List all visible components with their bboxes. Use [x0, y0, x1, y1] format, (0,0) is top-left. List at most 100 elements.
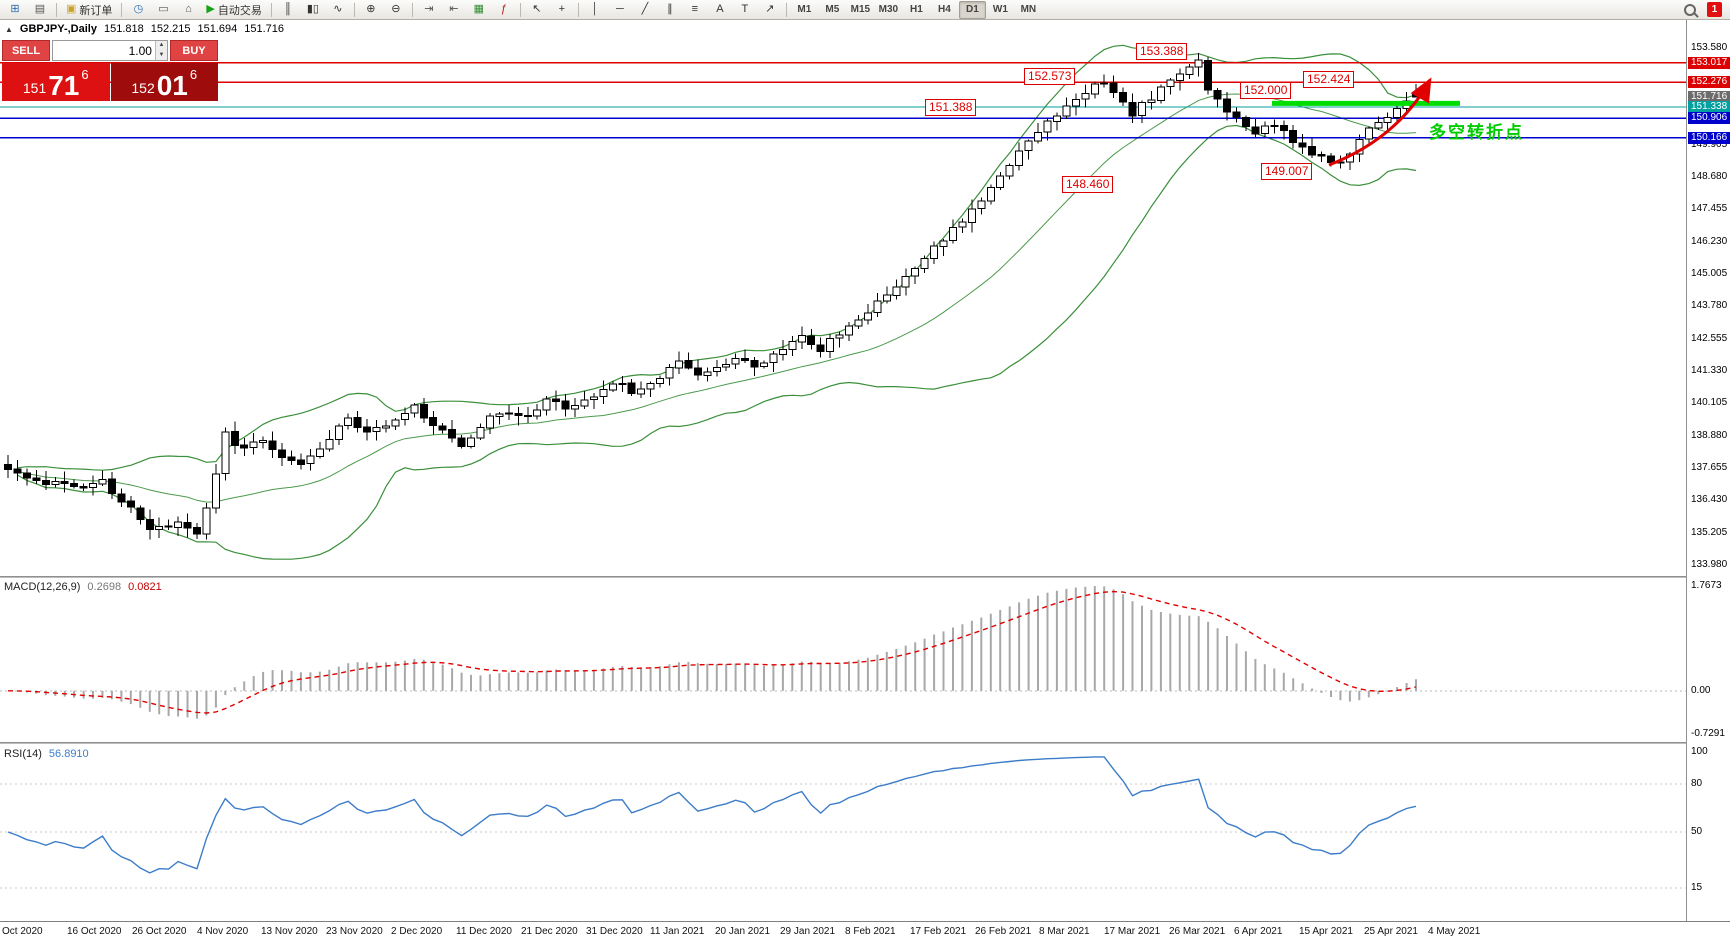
new-order-button-label: 新订单 [79, 4, 113, 17]
buy-price-point: 6 [189, 67, 198, 82]
toolbar-separator [519, 2, 521, 17]
timeframe-m30-button[interactable]: M30 [878, 4, 899, 15]
notification-badge[interactable]: 1 [1707, 2, 1722, 17]
zoom-out-icon: ⊖ [391, 3, 401, 15]
chart-area[interactable]: ▲ GBPJPY-,Daily 151.818 152.215 151.694 … [0, 20, 1686, 576]
sell-price-base: 151 [22, 80, 47, 96]
buy-price[interactable]: 152 01 6 [110, 63, 218, 102]
price-scale-label: 140.105 [1691, 397, 1728, 408]
data-window-icon: ▭ [158, 3, 169, 15]
chart-profiles-button[interactable]: ▤ [28, 1, 52, 19]
symbol-name: GBPJPY-,Daily [19, 23, 97, 35]
timeframe-m15-button[interactable]: M15 [850, 4, 871, 15]
grid-button[interactable]: ▦ [467, 1, 491, 19]
bar-chart-icon: ║ [283, 3, 292, 15]
price-scale-label: 143.780 [1691, 300, 1728, 311]
price-annotation: 151.388 [925, 99, 977, 116]
vertical-line-icon: │ [591, 3, 599, 15]
new-order-button[interactable]: ▣ 新订单 [61, 1, 117, 19]
horizontal-line-button[interactable]: ─ [608, 1, 632, 19]
volume-up-icon[interactable]: ▲ [155, 41, 167, 51]
volume-down-icon[interactable]: ▼ [155, 50, 167, 60]
navigator-button[interactable]: ⌂ [176, 1, 200, 19]
time-axis-label: 4 May 2021 [1428, 926, 1481, 937]
price-level-tag: 151.338 [1688, 101, 1730, 113]
toolbar-separator [121, 2, 123, 17]
auto-trading-icon: ▶ [206, 3, 215, 15]
market-watch-button[interactable]: ◷ [126, 1, 150, 19]
toolbar-separator [577, 2, 579, 17]
cursor-button[interactable]: ↖ [525, 1, 549, 19]
price-annotation: 152.424 [1303, 71, 1355, 88]
new-chart-button[interactable]: ⊞ [3, 1, 27, 19]
horizontal-line-icon: ─ [615, 3, 624, 15]
timeframe-d1-button[interactable]: D1 [958, 0, 986, 19]
arrows-button[interactable]: ↗ [758, 1, 782, 19]
toolbar: ⊞ ▤ ▣ 新订单 ◷ ▭ ⌂ ▶ 自动交易 ║ ▮▯ ∿ ⊕ ⊖ ⇥ ⇤ ▦ ƒ ↖ + │ ─ ╱ ∥ ≡ A T ↗ M1 M5 M1… [0, 0, 1730, 20]
time-axis[interactable]: Oct 2020 16 Oct 2020 26 Oct 2020 4 Nov 2020… [0, 921, 1730, 941]
collapse-panel-icon[interactable]: ▲ [5, 24, 13, 34]
indicators-button[interactable]: ƒ [492, 1, 516, 19]
vertical-line-button[interactable]: │ [583, 1, 607, 19]
time-axis-label: 11 Jan 2021 [650, 926, 705, 937]
sell-price[interactable]: 151 71 6 [2, 63, 110, 101]
toolbar-separator [270, 2, 272, 17]
time-axis-label: 8 Mar 2021 [1039, 926, 1090, 937]
navigator-icon: ⌂ [185, 3, 192, 15]
timeframe-w1-button[interactable]: W1 [992, 4, 1008, 15]
equidistant-channel-button[interactable]: ∥ [658, 1, 682, 19]
panel-separator[interactable] [0, 576, 1730, 578]
toolbar-separator [56, 2, 57, 17]
timeframe-mn-button[interactable]: MN [1020, 4, 1037, 15]
chart-shift-button[interactable]: ⇤ [442, 1, 466, 19]
data-window-button[interactable]: ▭ [151, 1, 175, 19]
toolbar-separator [785, 2, 787, 17]
buy-button[interactable]: BUY [170, 40, 218, 61]
crosshair-button[interactable]: + [550, 1, 574, 19]
price-annotation: 149.007 [1261, 163, 1313, 180]
time-axis-label: 31 Dec 2020 [586, 926, 643, 937]
macd-signal-value: 0.0821 [128, 581, 162, 593]
time-axis-label: 25 Apr 2021 [1364, 926, 1418, 937]
time-axis-label: 17 Feb 2021 [910, 926, 967, 937]
timeframe-m1-button[interactable]: M1 [797, 4, 812, 15]
volume-field: ▲ ▼ [52, 40, 168, 61]
search-icon[interactable] [1684, 3, 1696, 16]
auto-trading-button[interactable]: ▶ 自动交易 [201, 1, 266, 19]
time-axis-label: Oct 2020 [2, 926, 43, 937]
bar-open-value: 151.818 [103, 23, 144, 35]
zoom-in-button[interactable]: ⊕ [359, 1, 383, 19]
time-axis-label: 6 Apr 2021 [1234, 926, 1283, 937]
price-annotation: 152.573 [1024, 68, 1076, 85]
timeframe-h4-button[interactable]: H4 [937, 4, 951, 15]
timeframe-m5-button[interactable]: M5 [825, 4, 840, 15]
equidistant-channel-icon: ∥ [667, 3, 673, 15]
auto-scroll-button[interactable]: ⇥ [417, 1, 441, 19]
line-chart-icon: ∿ [333, 3, 343, 15]
text-label-button[interactable]: T [733, 1, 757, 19]
timeframe-h1-button[interactable]: H1 [909, 4, 923, 15]
panel-separator[interactable] [0, 742, 1730, 744]
buy-price-pips: 01 [156, 70, 188, 102]
time-axis-label: 2 Dec 2020 [391, 926, 443, 937]
bar-chart-button[interactable]: ║ [276, 1, 300, 19]
sell-button[interactable]: SELL [2, 40, 50, 61]
rsi-panel-canvas[interactable] [0, 744, 1686, 920]
line-chart-button[interactable]: ∿ [326, 1, 350, 19]
price-scale[interactable]: 153.580 149.905 148.680 147.455 146.230 145.0… [1686, 20, 1730, 941]
time-axis-label: 20 Jan 2021 [715, 926, 771, 937]
symbol-info: ▲ GBPJPY-,Daily 151.818 152.215 151.694 … [5, 23, 284, 35]
price-level-tag: 150.166 [1688, 132, 1730, 144]
volume-input[interactable] [53, 41, 155, 60]
price-scale-label: 133.980 [1691, 559, 1728, 570]
zoom-out-button[interactable]: ⊖ [384, 1, 408, 19]
text-icon: A [716, 3, 724, 15]
text-button[interactable]: A [708, 1, 732, 19]
candlestick-button[interactable]: ▮▯ [301, 1, 325, 19]
rsi-name: RSI(14) [4, 748, 42, 760]
macd-panel-canvas[interactable] [0, 578, 1686, 742]
candlestick-icon: ▮▯ [306, 3, 319, 15]
trendline-button[interactable]: ╱ [633, 1, 657, 19]
fibonacci-button[interactable]: ≡ [683, 1, 707, 19]
